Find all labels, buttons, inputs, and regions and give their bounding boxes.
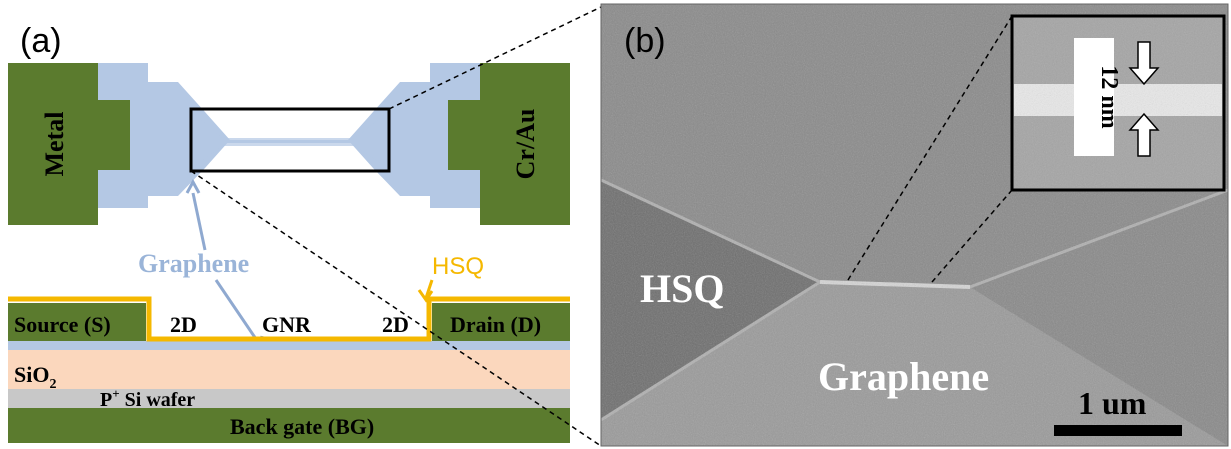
panel-b: (b) HSQ Graphene 12 nm 1 um <box>600 3 1229 447</box>
hsq-arrow <box>424 279 434 299</box>
right-metal-contact <box>448 100 480 170</box>
right-metal-pad <box>480 63 570 225</box>
hsq-annotation: HSQ <box>417 253 484 303</box>
right-pad-label: Cr/Au <box>511 109 540 180</box>
zoom-connector-bottom <box>190 170 602 447</box>
scale-bar-label: 1 um <box>1078 385 1147 421</box>
inset-connector-left <box>847 15 1013 281</box>
graphene-arrow-up-head <box>185 178 201 194</box>
hsq-layer <box>8 296 570 342</box>
sio2-layer <box>8 350 570 389</box>
graphene-arrow-up <box>191 192 207 251</box>
inset-connector-right <box>931 189 1013 283</box>
graphene-constriction <box>192 112 388 168</box>
wafer-layer <box>8 389 570 408</box>
panel-a-tag: (a) <box>20 22 62 60</box>
zoom-connector-top <box>388 6 602 110</box>
sem-frame <box>600 3 1229 447</box>
sem-hsq-label: HSQ <box>640 266 724 311</box>
graphene-sheet <box>8 341 570 350</box>
sio2-main: SiO <box>14 362 49 387</box>
sio2-sub: 2 <box>49 377 56 392</box>
panel-b-tag: (b) <box>624 22 666 60</box>
inset: 12 nm <box>1010 14 1226 192</box>
graphene-label: Graphene <box>138 249 249 278</box>
back-gate-label: Back gate (BG) <box>230 414 374 439</box>
left-pad-label: Metal <box>40 112 69 177</box>
inset-noise <box>1014 18 1222 188</box>
source-contact <box>8 303 146 341</box>
graphene-arrow-down <box>214 279 260 343</box>
wafer-rest: Si wafer <box>120 389 196 411</box>
wafer-label: P+ Si wafer <box>100 386 195 411</box>
sio2-label: SiO2 <box>14 362 56 392</box>
device-cross-section: Source (S) Drain (D) 2D GNR 2D SiO2 P+ S… <box>8 296 570 443</box>
device-top-view: Metal Cr/Au <box>8 63 570 225</box>
hsq-label: HSQ <box>432 253 484 280</box>
wafer-main: P <box>100 389 112 411</box>
left-metal-contact <box>98 100 130 170</box>
back-gate-layer <box>8 408 570 443</box>
inset-arrow-up-icon <box>1128 112 1160 157</box>
sem-graphene-label: Graphene <box>818 354 989 399</box>
drain-label: Drain (D) <box>450 312 541 337</box>
hsq-arrow-head <box>417 289 434 303</box>
panel-a: (a) Metal Cr/Au Graphene <box>8 22 570 443</box>
zoom-box <box>189 107 391 173</box>
left-metal-pad <box>8 63 98 225</box>
zoom-connectors <box>190 6 602 447</box>
inset-arrow-down-icon <box>1128 41 1160 86</box>
source-label: Source (S) <box>14 312 111 337</box>
left-2d-label: 2D <box>170 312 197 337</box>
graphene-annotation: Graphene <box>138 178 264 348</box>
drain-contact <box>432 303 570 341</box>
wafer-sup: + <box>112 386 119 401</box>
scale-bar-line <box>1054 425 1182 436</box>
gnr-label: GNR <box>262 312 312 337</box>
right-2d-label: 2D <box>382 312 409 337</box>
inset-width-label: 12 nm <box>1096 65 1122 128</box>
inset-label-box <box>1074 38 1114 156</box>
scale-bar: 1 um <box>1054 385 1182 436</box>
